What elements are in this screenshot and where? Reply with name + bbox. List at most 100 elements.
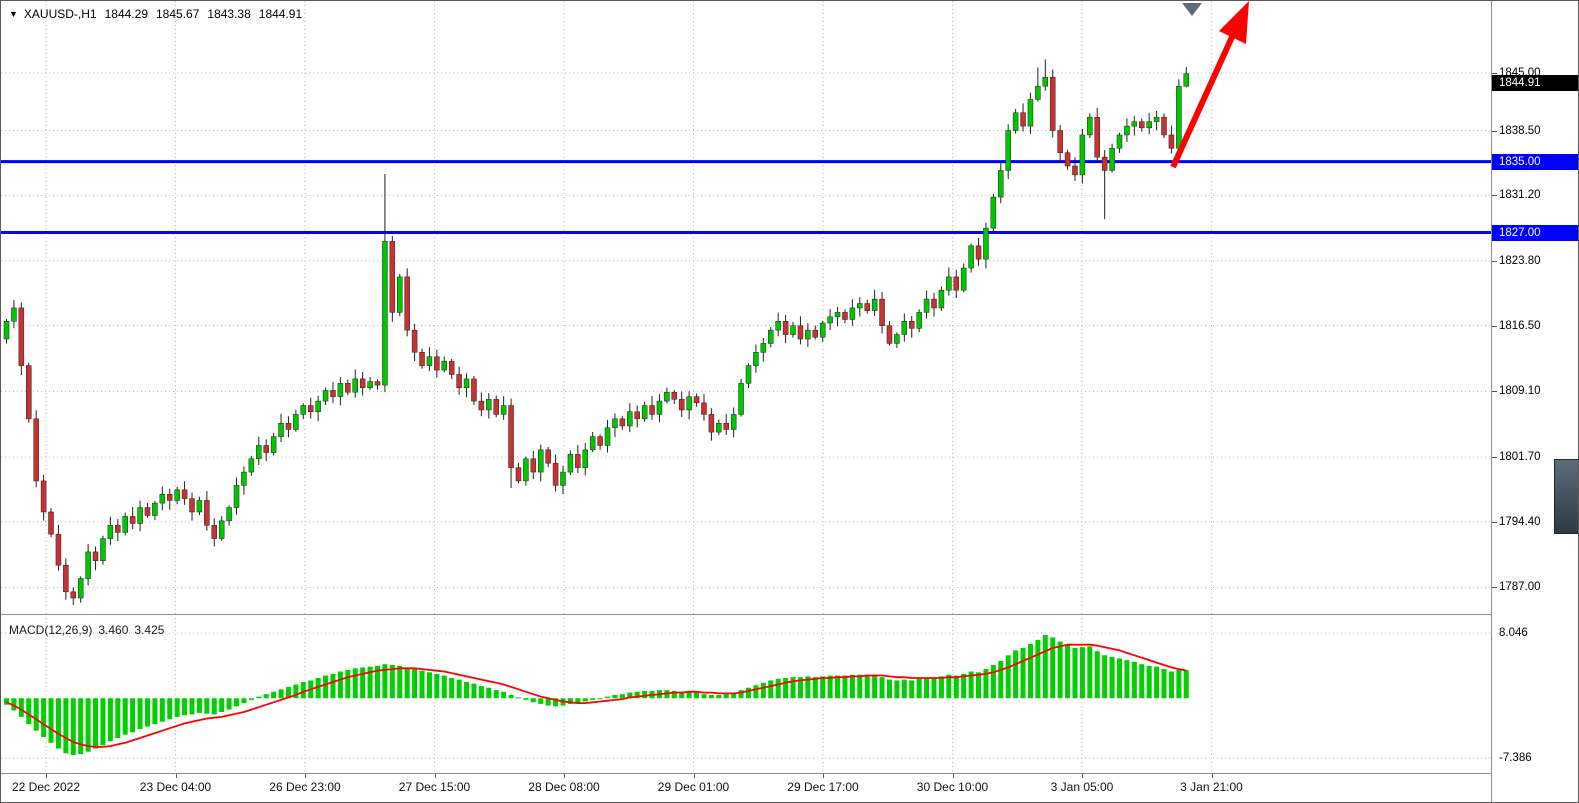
macd-histogram-bar — [1050, 637, 1056, 699]
candle-body — [278, 423, 284, 437]
candle-body — [426, 356, 433, 366]
candle-body — [100, 538, 106, 562]
macd-histogram-bar — [441, 675, 447, 699]
candle-body — [1101, 156, 1108, 171]
candle-body — [315, 400, 321, 412]
macd-histogram-bar — [204, 698, 210, 714]
macd-histogram-bar — [382, 664, 388, 699]
candle-body — [1027, 99, 1034, 127]
candle-body — [1042, 77, 1049, 87]
candle-body — [819, 322, 826, 338]
macd-name-label: MACD(12,26,9) — [9, 623, 93, 637]
macd-histogram-bar — [107, 698, 113, 742]
price-tick-mark — [1492, 195, 1497, 197]
candle-body — [144, 507, 151, 516]
candle-body — [107, 525, 114, 539]
macd-histogram-bar — [605, 696, 611, 699]
price-tick-mark — [1492, 521, 1497, 523]
macd-histogram-bar — [1117, 658, 1122, 699]
candle-body — [708, 414, 715, 433]
macd-histogram-bar — [315, 677, 321, 699]
time-label: 26 Dec 23:00 — [269, 780, 341, 794]
macd-histogram-bar — [1102, 655, 1108, 699]
candle-body — [189, 498, 195, 513]
low-value: 1843.38 — [207, 7, 251, 21]
candle-body — [797, 325, 804, 340]
candle-body — [745, 365, 752, 384]
candle-body — [434, 356, 440, 371]
candle-body — [552, 462, 559, 486]
candle-body — [983, 227, 989, 260]
candle-body — [382, 241, 388, 386]
macd-histogram-bar — [478, 686, 484, 699]
open-value: 1844.29 — [104, 7, 148, 21]
candle-body — [307, 405, 314, 412]
candle-body — [263, 445, 269, 453]
collapse-triangle-icon[interactable]: ▼ — [9, 9, 18, 19]
macd-histogram-bar — [263, 694, 269, 699]
macd-histogram-bar — [137, 698, 143, 730]
candle-body — [1049, 77, 1056, 131]
candle-body — [515, 467, 522, 482]
candle-body — [233, 485, 240, 508]
macd-histogram-bar — [501, 691, 507, 699]
macd-histogram-bar — [330, 673, 336, 699]
candle-body — [953, 276, 960, 291]
macd-indicator-plot[interactable] — [1, 618, 1491, 772]
candle-body — [916, 312, 922, 329]
candle-body — [159, 493, 166, 504]
candle-body — [115, 525, 121, 533]
candle-body — [908, 321, 915, 329]
macd-histogram-bar — [746, 687, 751, 699]
macd-histogram-bar — [449, 677, 455, 699]
macd-histogram-bar — [753, 685, 759, 699]
macd-histogram-bar — [248, 698, 254, 700]
panel-separator[interactable] — [1, 614, 1578, 615]
macd-histogram-bar — [523, 698, 529, 700]
macd-histogram-bar — [174, 698, 180, 717]
macd-histogram-bar — [471, 683, 477, 699]
symbol-timeframe-label: XAUUSD-,H1 — [23, 7, 97, 21]
price-tick-mark — [1492, 587, 1497, 589]
macd-histogram-bar — [976, 672, 982, 699]
candle-body — [352, 378, 358, 393]
price-axis[interactable]: 1845.00 1838.50 1831.20 1823.80 1816.50 1809.… — [1492, 1, 1578, 802]
macd-histogram-bar — [412, 669, 418, 699]
candle-body — [226, 507, 232, 522]
macd-signal-value: 3.425 — [134, 623, 165, 637]
candle-body — [55, 533, 62, 566]
level-price-badge: 1835.00 — [1492, 153, 1578, 170]
macd-histogram-bar — [894, 680, 900, 699]
candle-body — [122, 516, 128, 533]
candle-body — [589, 436, 596, 451]
candle-body — [337, 383, 344, 397]
candle-body — [857, 303, 863, 309]
candle-body — [775, 321, 781, 331]
time-axis[interactable]: 22 Dec 2022 23 Dec 04:00 26 Dec 23:00 27 De… — [1, 774, 1491, 802]
candle-body — [1124, 125, 1130, 136]
macd-histogram-bar — [152, 698, 158, 725]
object-anchor-marker-icon[interactable] — [1182, 3, 1202, 16]
time-tick-mark — [434, 774, 436, 778]
candle-body — [842, 312, 848, 320]
macd-histogram-bar — [182, 698, 188, 716]
macd-histogram-bar — [100, 698, 106, 746]
candle-body — [634, 411, 640, 420]
candle-body — [1072, 165, 1078, 176]
macd-histogram-bar — [11, 698, 17, 711]
main-chart-plot[interactable] — [1, 1, 1491, 614]
candle-body — [612, 418, 618, 428]
candle-body — [270, 436, 277, 453]
price-tick-label: 1801.70 — [1499, 450, 1541, 463]
candle-body — [923, 298, 930, 313]
candle-body — [730, 414, 737, 430]
candle-body — [1183, 73, 1190, 87]
trend-arrow-annotation[interactable] — [1170, 1, 1249, 169]
scrollbar-thumb[interactable] — [1554, 459, 1578, 534]
candle-body — [486, 399, 492, 411]
candle-body — [419, 352, 425, 366]
candle-body — [641, 405, 648, 420]
macd-histogram-bar — [375, 665, 380, 699]
macd-histogram-bar — [144, 698, 150, 727]
candle-body — [3, 321, 10, 340]
